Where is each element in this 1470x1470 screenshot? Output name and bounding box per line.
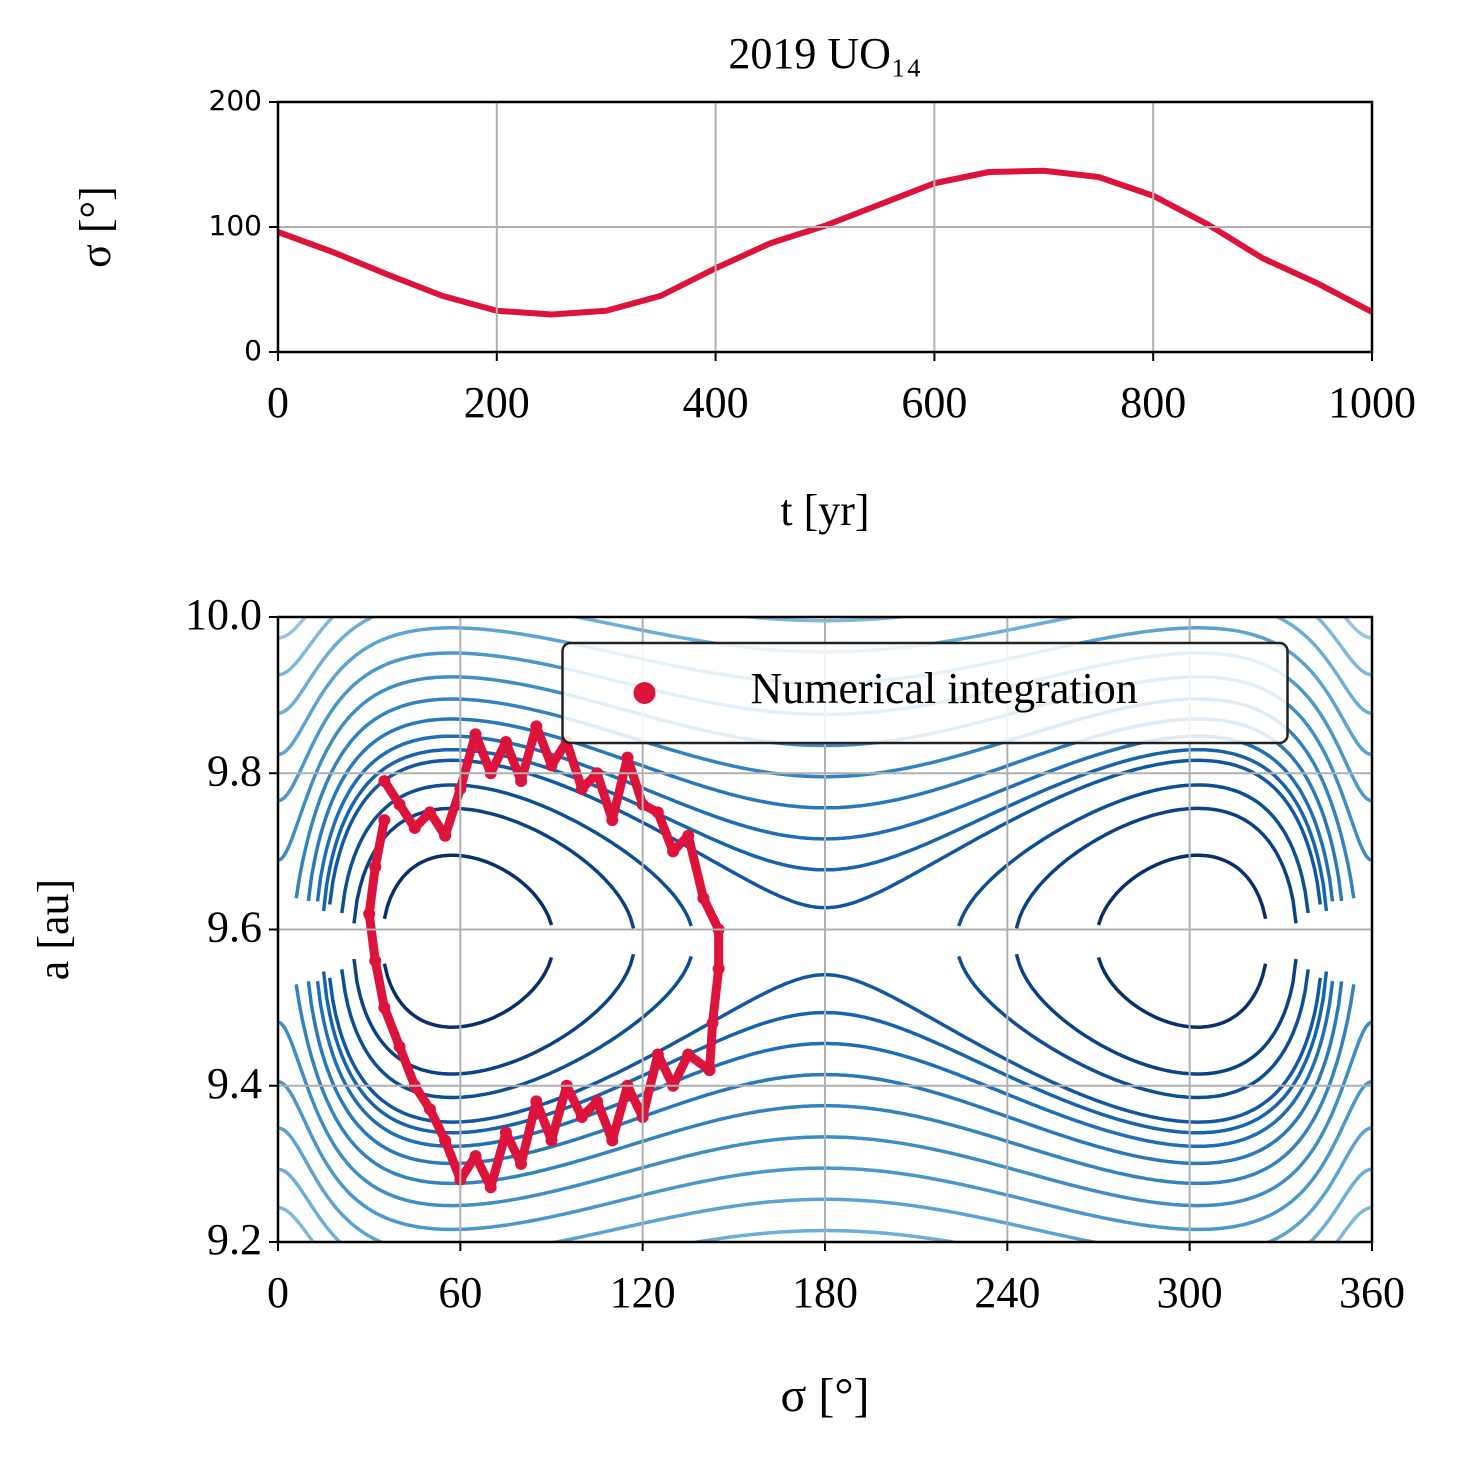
plot-area [278, 167, 1372, 318]
scatter-point [575, 782, 588, 795]
scatter-point [515, 1157, 528, 1170]
scatter-point [706, 1017, 719, 1030]
scatter-point [530, 1095, 543, 1108]
y-tick-label: 200 [209, 84, 262, 117]
contour-line [382, 956, 1268, 1029]
y-tick-label: 100 [209, 209, 262, 242]
scatter-point [469, 1150, 482, 1163]
scatter-point [606, 814, 619, 827]
y-tick-label: 9.2 [207, 1215, 262, 1264]
scatter-point [651, 806, 664, 819]
x-tick-label: 240 [974, 1268, 1040, 1317]
x-axis-label: t [yr] [780, 486, 869, 535]
scatter-point [369, 954, 382, 967]
scatter-point [393, 1040, 406, 1053]
scatter-point [423, 806, 436, 819]
x-tick-label: 800 [1120, 378, 1186, 427]
y-axis-label: a [au] [29, 879, 78, 980]
scatter-point [369, 861, 382, 873]
scatter-point [484, 1181, 497, 1194]
contour-line [352, 806, 1298, 929]
scatter-point [378, 1001, 391, 1014]
x-tick-label: 60 [438, 1268, 482, 1317]
x-tick-label: 400 [683, 378, 749, 427]
scatter-point [499, 736, 512, 748]
scatter-point [378, 775, 391, 788]
scatter-point [545, 759, 558, 772]
x-axis-label: σ [°] [780, 1369, 869, 1422]
scatter-point [651, 1048, 664, 1061]
x-tick-label: 200 [464, 378, 530, 427]
y-axis-label: σ [°] [71, 186, 120, 268]
y-tick-label: 10.0 [185, 590, 262, 639]
x-tick-label: 0 [267, 378, 289, 427]
y-tick-label: 9.4 [207, 1059, 262, 1108]
axes-frame [276, 615, 1374, 1244]
scatter-point [621, 751, 634, 764]
scatter-point [545, 1134, 558, 1147]
scatter-point [697, 892, 710, 905]
scatter-point [378, 814, 391, 827]
scatter-point [515, 775, 528, 788]
scatter-point [575, 1111, 588, 1123]
legend-box [561, 641, 1289, 745]
x-tick-label: 360 [1339, 1268, 1405, 1317]
scatter-point [363, 907, 376, 920]
scatter-point [682, 1048, 695, 1061]
x-tick-label: 0 [267, 1268, 289, 1317]
scatter-point [530, 720, 543, 733]
scatter-point [712, 962, 725, 975]
x-tick-label: 180 [792, 1268, 858, 1317]
y-tick-label: 9.8 [207, 746, 262, 795]
scatter-point [606, 1134, 619, 1147]
y-tick-label: 9.6 [207, 903, 262, 952]
legend-label: Numerical integration [751, 664, 1138, 713]
axes-frame [276, 100, 1374, 354]
x-tick-label: 1000 [1328, 378, 1416, 427]
scatter-point [667, 845, 680, 858]
scatter-point [423, 1103, 436, 1116]
scatter-point [682, 829, 695, 842]
scatter-point [499, 1126, 512, 1139]
chart-title: 2019 UO₁₄ [728, 29, 921, 78]
scatter-point [703, 1064, 716, 1077]
scatter-point [469, 728, 482, 741]
scatter-point [439, 829, 452, 842]
x-tick-label: 600 [901, 378, 967, 427]
x-tick-label: 120 [610, 1268, 676, 1317]
legend-marker [633, 682, 656, 704]
scatter-point [393, 798, 406, 811]
scatter-point [408, 821, 421, 834]
data-line [278, 167, 1372, 318]
scatter-point [591, 1095, 604, 1108]
scatter-point [439, 1134, 452, 1147]
contour-line [382, 853, 1268, 926]
x-tick-label: 300 [1157, 1268, 1223, 1317]
y-tick-label: 0 [244, 334, 262, 367]
